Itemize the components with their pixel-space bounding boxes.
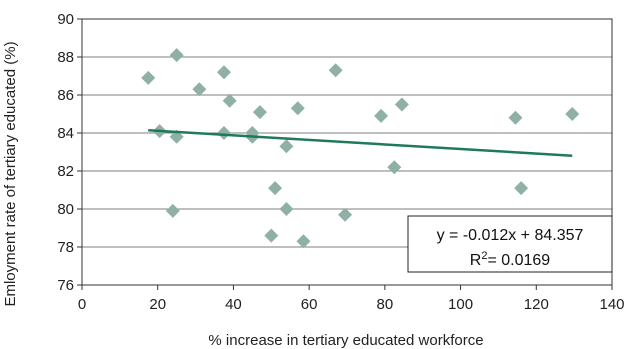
- data-point: [565, 107, 580, 121]
- x-axis-ticks: 0 20 40 60 80 100 120 140: [78, 285, 625, 313]
- x-tick-label: 140: [599, 296, 624, 313]
- data-point: [141, 70, 156, 85]
- data-point: [279, 202, 294, 216]
- r-squared-prefix: R: [470, 252, 482, 269]
- x-tick-label: 60: [301, 296, 318, 313]
- data-point: [387, 160, 402, 175]
- data-point: [338, 207, 353, 222]
- r-squared-label: R2= 0.0169: [470, 250, 551, 269]
- x-axis-title: % increase in tertiary educated workforc…: [208, 332, 483, 349]
- plot-area-border: [81, 18, 613, 286]
- y-tick-label: 78: [57, 239, 74, 256]
- data-point: [252, 105, 267, 120]
- y-tick-label: 76: [57, 277, 74, 294]
- r-squared-value: = 0.0169: [487, 252, 550, 269]
- data-point: [222, 93, 237, 108]
- y-tick-label: 86: [57, 87, 74, 104]
- data-point: [394, 97, 409, 112]
- regression-annotation: y = -0.012x + 84.357 R2= 0.0169: [407, 215, 613, 273]
- data-point: [165, 203, 180, 218]
- data-point: [192, 82, 207, 97]
- data-point: [514, 181, 529, 196]
- r-squared-superscript: 2: [481, 250, 487, 262]
- y-tick-label: 80: [57, 201, 74, 218]
- y-tick-label: 84: [57, 125, 74, 142]
- y-tick-label: 82: [57, 163, 74, 180]
- data-point: [296, 234, 311, 249]
- data-point: [268, 181, 283, 196]
- x-tick-label: 20: [149, 296, 166, 313]
- x-tick-label: 120: [524, 296, 549, 313]
- data-point: [216, 65, 231, 80]
- data-point: [290, 101, 305, 116]
- regression-box-border: [407, 215, 613, 273]
- data-point: [508, 110, 523, 125]
- regression-equation: y = -0.012x + 84.357: [437, 227, 584, 244]
- data-point: [264, 228, 279, 243]
- data-point: [374, 108, 389, 123]
- y-tick-label: 90: [57, 11, 74, 28]
- trendline: [148, 128, 573, 157]
- data-point: [216, 126, 231, 140]
- x-tick-label: 80: [377, 296, 394, 313]
- data-point: [279, 139, 294, 154]
- x-tick-label: 40: [225, 296, 242, 313]
- data-point: [328, 63, 343, 78]
- data-point: [169, 48, 184, 63]
- x-tick-label: 0: [78, 296, 86, 313]
- y-axis-ticks: 76 78 80 82 84 86 88 90: [57, 11, 82, 294]
- y-tick-label: 88: [57, 49, 74, 66]
- x-tick-label: 100: [448, 296, 473, 313]
- y-axis-title: Emloyment rate of tertiary educated (%): [2, 41, 19, 306]
